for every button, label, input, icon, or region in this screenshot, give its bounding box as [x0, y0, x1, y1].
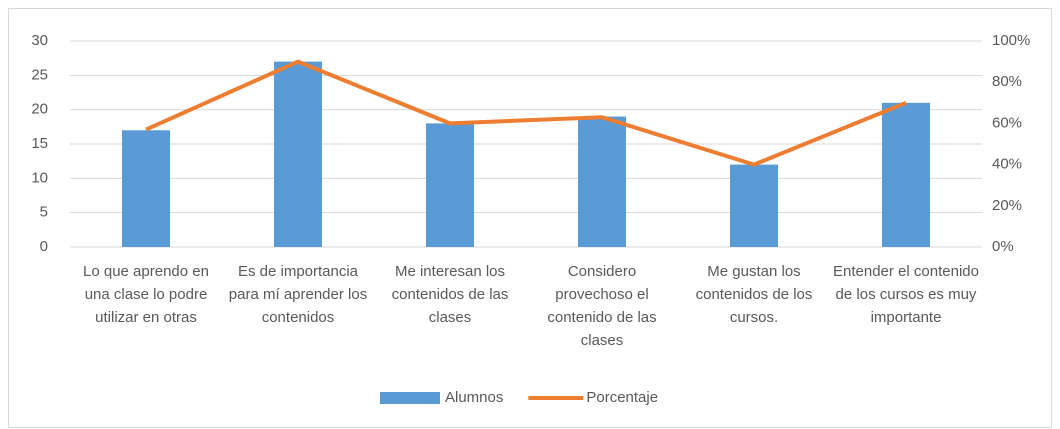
label-line: importante — [871, 309, 942, 326]
label-line: Lo que aprendo en — [83, 263, 209, 280]
y-tick-label: 25 — [31, 66, 48, 83]
y-tick-label: 0 — [40, 238, 48, 255]
legend-label: Porcentaje — [586, 389, 658, 406]
y-tick-label: 15 — [31, 135, 48, 152]
y-tick-label: 30 — [31, 32, 48, 49]
y2-tick-label: 40% — [992, 156, 1022, 173]
label-line: contenidos — [262, 309, 335, 326]
legend-label: Alumnos — [445, 389, 503, 406]
label-line: Considero — [568, 263, 636, 280]
x-tick-label: Es de importancia para mí aprender los con… — [229, 263, 367, 326]
legend-swatch — [380, 392, 440, 404]
label-line: de los cursos es muy — [836, 286, 977, 303]
label-line: contenidos de las — [392, 286, 509, 303]
y2-tick-label: 0% — [992, 238, 1014, 255]
y2-tick-label: 20% — [992, 197, 1022, 214]
label-line: Me gustan los — [707, 263, 800, 280]
x-tick-label: Entender el contenido de los cursos es mu… — [833, 263, 979, 326]
label-line: Entender el contenido — [833, 263, 979, 280]
bar — [122, 130, 170, 247]
label-line: cursos. — [730, 309, 778, 326]
label-line: para mí aprender los — [229, 286, 367, 303]
x-tick-label: Considero provechoso el contenido de las cl… — [547, 263, 656, 349]
y-tick-label: 10 — [31, 169, 48, 186]
y2-tick-label: 100% — [992, 32, 1030, 49]
y2-tick-label: 60% — [992, 114, 1022, 131]
label-line: utilizar en otras — [95, 309, 197, 326]
bar — [426, 123, 474, 247]
line — [145, 59, 907, 167]
x-tick-label: Lo que aprendo en una clase lo podre utili… — [83, 263, 209, 326]
x-tick-label: Me gustan los contenidos de los cursos. — [696, 263, 813, 326]
label-line: contenidos de los — [696, 286, 813, 303]
bar — [274, 61, 322, 247]
label-line: clases — [581, 332, 624, 349]
label-line: clases — [429, 309, 472, 326]
y2-tick-label: 80% — [992, 73, 1022, 90]
chart-frame — [8, 8, 1052, 428]
bar — [882, 102, 930, 247]
x-tick-label: Me interesan los contenidos de las clases — [392, 263, 509, 326]
label-line: Es de importancia — [238, 263, 359, 280]
label-line: contenido de las — [547, 309, 656, 326]
y-tick-label: 5 — [40, 204, 48, 221]
label-line: provechoso el — [555, 286, 648, 303]
bar — [730, 164, 778, 247]
bar — [578, 116, 626, 248]
label-line: una clase lo podre — [85, 286, 208, 303]
label-line: Me interesan los — [395, 263, 505, 280]
y-tick-label: 20 — [31, 101, 48, 118]
